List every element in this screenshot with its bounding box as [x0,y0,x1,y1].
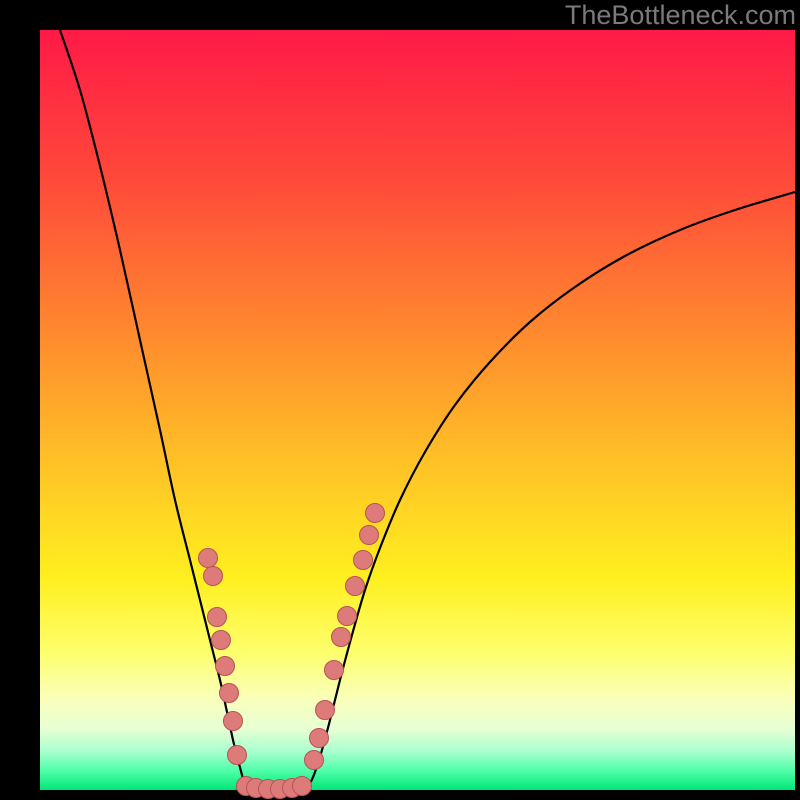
markers-valley [237,777,312,799]
data-marker [325,661,344,680]
data-marker [271,780,290,799]
data-marker [305,751,324,770]
data-marker [366,504,385,523]
watermark-text: TheBottleneck.com [565,0,796,31]
data-marker [237,777,256,796]
data-marker [332,628,351,647]
data-marker [216,657,235,676]
v-curve [60,30,795,789]
data-marker [346,577,365,596]
data-marker [199,549,218,568]
data-marker [338,607,357,626]
data-marker [220,684,239,703]
data-marker [360,526,379,545]
markers-left-branch [199,549,247,765]
data-marker [316,701,335,720]
chart-svg [0,0,800,800]
data-marker [208,608,227,627]
data-marker [293,777,312,796]
data-marker [247,779,266,798]
data-marker [354,551,373,570]
data-marker [228,746,247,765]
plot-background [40,30,795,790]
data-marker [283,779,302,798]
data-marker [212,631,231,650]
markers-right-branch [305,504,385,770]
data-marker [259,780,278,799]
data-marker [204,567,223,586]
data-marker [310,729,329,748]
data-marker [224,712,243,731]
chart-root: TheBottleneck.com [0,0,800,800]
